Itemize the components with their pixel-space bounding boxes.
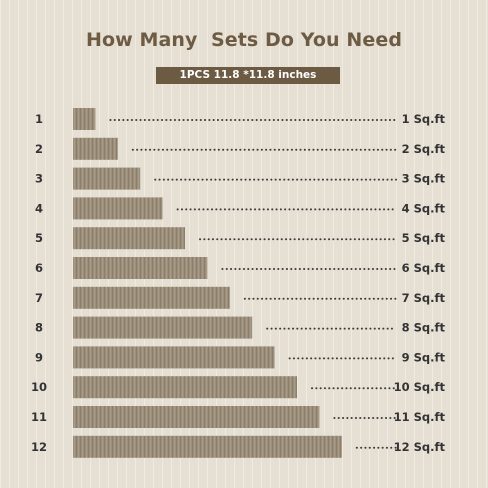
bar xyxy=(73,108,96,130)
bar xyxy=(73,257,208,279)
value-label: 1 Sq.ft xyxy=(402,112,446,126)
bar xyxy=(73,316,253,339)
value-label: 8 Sq.ft xyxy=(402,321,446,335)
row-label: 8 xyxy=(35,321,43,335)
bar xyxy=(73,167,141,190)
row-label: 3 xyxy=(35,172,43,186)
value-label: 4 Sq.ft xyxy=(402,201,446,215)
row-label: 5 xyxy=(35,231,43,245)
chart-title: How Many Sets Do You Need xyxy=(85,29,403,51)
bar xyxy=(73,435,342,458)
row-label: 10 xyxy=(31,380,47,394)
value-label: 6 Sq.ft xyxy=(402,261,446,275)
size-badge: 1PCS 11.8 *11.8 inches xyxy=(156,67,340,84)
row-label: 12 xyxy=(31,440,47,454)
bar xyxy=(73,286,230,309)
value-label: 10 Sq.ft xyxy=(394,380,446,394)
bar xyxy=(73,406,320,428)
row-label: 1 xyxy=(35,112,43,126)
row-label: 9 xyxy=(35,350,43,364)
value-label: 3 Sq.ft xyxy=(402,172,446,186)
value-label: 7 Sq.ft xyxy=(402,291,446,305)
value-label: 12 Sq.ft xyxy=(394,440,446,454)
row-label: 4 xyxy=(35,201,43,215)
row-label: 7 xyxy=(35,291,43,305)
bar xyxy=(73,197,163,220)
bar xyxy=(73,346,275,369)
bar xyxy=(73,376,297,399)
bar xyxy=(73,227,185,250)
row-label: 11 xyxy=(31,410,47,424)
row-label: 6 xyxy=(35,261,43,275)
value-label: 5 Sq.ft xyxy=(402,231,446,245)
value-label: 2 Sq.ft xyxy=(402,142,446,156)
value-label: 11 Sq.ft xyxy=(394,410,446,424)
value-label: 9 Sq.ft xyxy=(402,350,446,364)
row-label: 2 xyxy=(35,142,43,156)
bar xyxy=(73,137,118,160)
